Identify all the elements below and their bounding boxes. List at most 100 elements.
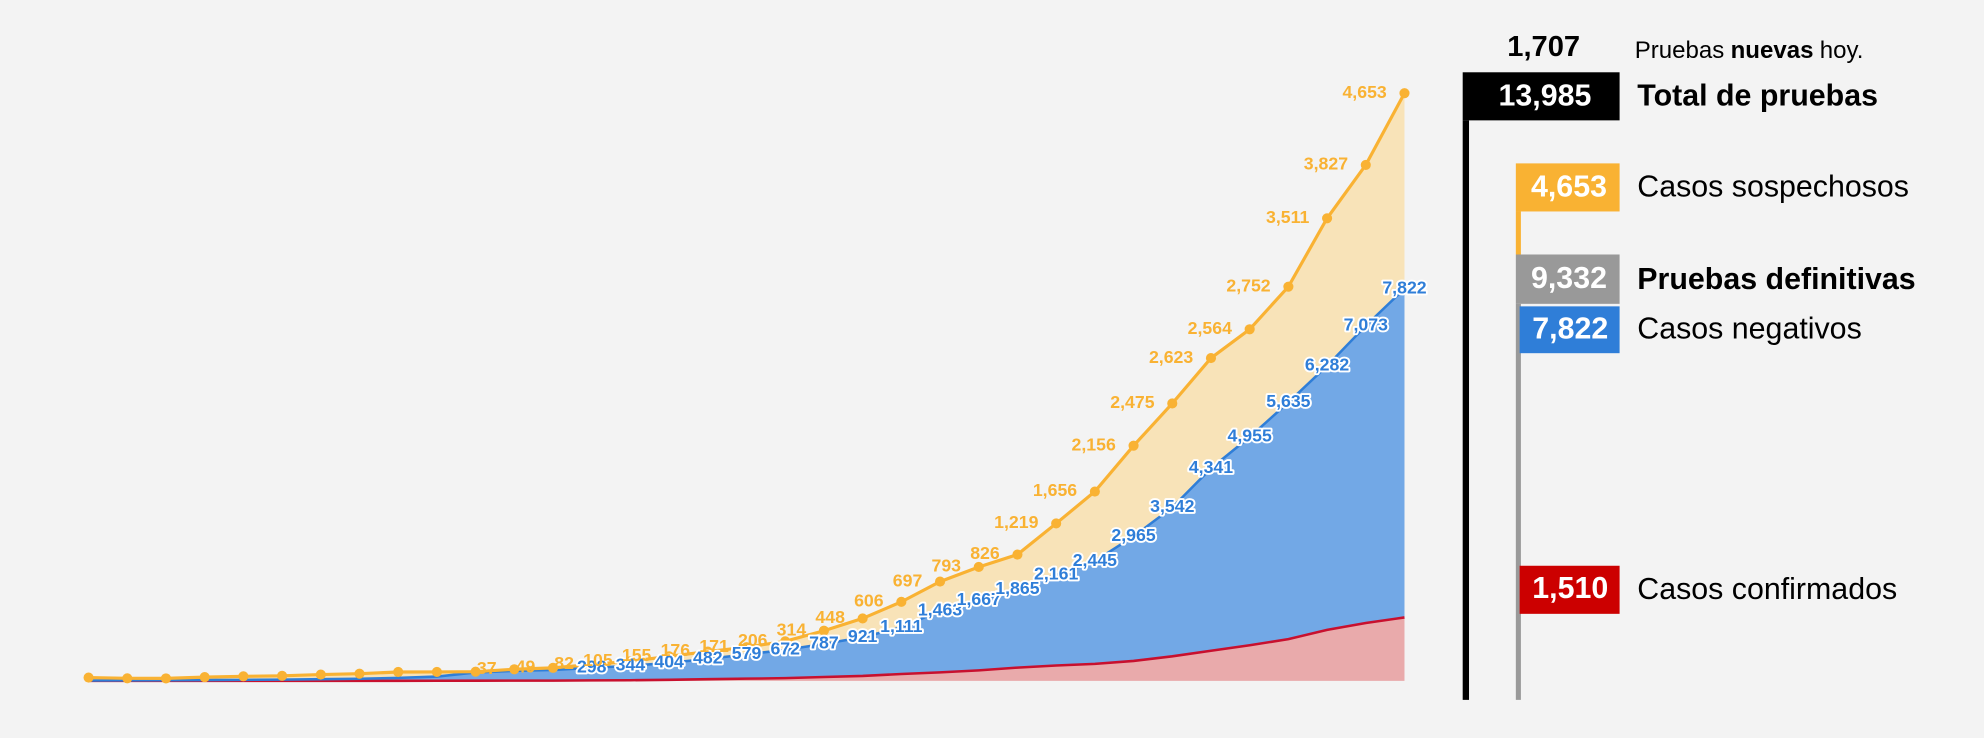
data-label: 7,822	[1382, 277, 1426, 297]
point	[122, 673, 133, 684]
suspected-value: 4,653	[1531, 171, 1607, 204]
data-label: 344	[616, 654, 646, 674]
data-label: 1,219	[994, 512, 1038, 532]
point	[238, 671, 249, 682]
point	[1205, 353, 1217, 364]
data-label: 2,156	[1072, 434, 1116, 454]
point	[354, 668, 365, 679]
total-box	[1462, 72, 1620, 121]
total-tests: 13,985	[1499, 80, 1592, 113]
data-label: 298	[577, 657, 607, 677]
point	[896, 596, 907, 607]
point	[160, 673, 172, 684]
data-label: 4,341	[1189, 457, 1233, 477]
note-text: Pruebas	[1635, 37, 1725, 64]
point	[780, 636, 791, 647]
point	[741, 642, 752, 653]
confirmed-label: Casos confirmados	[1637, 573, 1897, 606]
point	[199, 672, 210, 683]
point	[393, 666, 404, 678]
data-label: 787	[809, 633, 839, 653]
point	[664, 651, 675, 662]
data-label: 921	[848, 626, 878, 646]
data-label: 448	[815, 607, 845, 627]
data-label: 482	[693, 648, 723, 668]
data-label: 49	[516, 657, 536, 677]
negative-label: Casos negativos	[1637, 312, 1861, 345]
data-label: 826	[970, 543, 1000, 563]
data-label: 105	[583, 650, 613, 670]
data-label: 4,955	[1228, 426, 1272, 446]
data-label: 2,564	[1188, 318, 1232, 338]
data-label: 206	[738, 630, 768, 650]
data-label: 579	[732, 643, 762, 663]
definitive-label: Pruebas definitivas	[1637, 263, 1915, 296]
point	[1244, 324, 1255, 335]
point	[1012, 549, 1023, 560]
data-label: 606	[854, 591, 884, 611]
confirmed-box	[1519, 565, 1620, 614]
point	[315, 669, 326, 680]
confirmed-value: 1,510	[1532, 572, 1608, 605]
definitive-value: 9,332	[1531, 262, 1607, 295]
point	[1089, 486, 1100, 497]
data-label: 7,073	[1344, 314, 1388, 334]
line	[88, 287, 1406, 682]
total-bar	[1462, 120, 1470, 700]
point	[509, 664, 520, 675]
point	[1051, 518, 1062, 529]
point	[702, 646, 713, 657]
line	[88, 616, 1405, 683]
data-label: 2,161	[1034, 563, 1078, 583]
point	[1360, 159, 1371, 170]
point	[1283, 281, 1294, 292]
data-label: 1,111	[880, 616, 923, 636]
point	[586, 659, 597, 670]
point	[1167, 398, 1178, 409]
data-label: 2,623	[1149, 347, 1193, 367]
side-panel: 1,707 Pruebas nuevas hoy. 13,985 Total de …	[1462, 31, 1916, 700]
data-label: 1,865	[995, 578, 1039, 598]
point	[277, 670, 288, 681]
negative-value: 7,822	[1532, 312, 1608, 345]
data-label: 793	[931, 556, 961, 576]
note-text: nuevas	[1731, 37, 1814, 64]
area	[88, 93, 1405, 681]
new-tests-note: Pruebas nuevas hoy.	[1635, 37, 1864, 64]
data-label: 82	[554, 653, 574, 673]
data-label: 2,475	[1110, 392, 1154, 412]
data-label: 1,463	[918, 600, 962, 620]
suspected-bar	[1515, 211, 1521, 255]
data-label: 2,445	[1073, 550, 1117, 570]
point	[1399, 88, 1410, 99]
data-label: 4,653	[1342, 82, 1386, 102]
data-label: 2,965	[1111, 525, 1155, 545]
data-label: 6,282	[1305, 355, 1349, 375]
chart: 298 344 404 482 579 672 787 921 1,1111,4631,6671…	[83, 82, 1429, 684]
area	[88, 288, 1405, 681]
definitive-box	[1515, 254, 1620, 304]
data-label: 155	[622, 645, 652, 665]
total-label: Total de pruebas	[1637, 80, 1878, 113]
data-label: 3,542	[1150, 496, 1194, 516]
data-label: 1,656	[1033, 480, 1077, 500]
definitive-bar	[1515, 303, 1521, 700]
point	[625, 656, 636, 667]
data-label: 1,667	[957, 589, 1001, 609]
data-label: 697	[893, 570, 923, 590]
data-label: 404	[654, 651, 684, 671]
data-label: 672	[770, 639, 800, 659]
suspected-box	[1515, 163, 1620, 212]
point	[547, 662, 559, 673]
point	[431, 666, 442, 678]
point	[857, 613, 868, 624]
data-label: 37	[477, 658, 497, 678]
new-tests: 1,707	[1507, 31, 1580, 63]
point	[83, 672, 94, 683]
note-text: hoy.	[1820, 37, 1864, 64]
point	[934, 576, 946, 587]
data-label: 2,752	[1226, 275, 1270, 295]
suspected-label: Casos sospechosos	[1637, 171, 1909, 204]
data-label: 171	[699, 636, 729, 656]
